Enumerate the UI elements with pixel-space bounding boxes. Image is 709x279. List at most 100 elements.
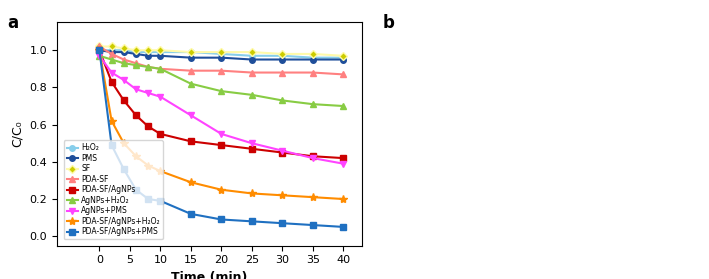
AgNPs+PMS xyxy=(278,149,286,152)
H₂O₂ xyxy=(217,52,225,56)
SF xyxy=(95,45,104,48)
H₂O₂ xyxy=(107,49,116,52)
PDA-SF xyxy=(308,71,317,74)
AgNPs+H₂O₂ xyxy=(339,104,347,108)
PDA-SF/AgNPs xyxy=(107,80,116,83)
PDA-SF/AgNPs xyxy=(217,143,225,147)
PDA-SF/AgNPs xyxy=(120,99,128,102)
PDA-SF/AgNPs xyxy=(308,155,317,158)
AgNPs+H₂O₂ xyxy=(217,90,225,93)
PDA-SF/AgNPs+PMS xyxy=(278,222,286,225)
SF xyxy=(339,54,347,57)
AgNPs+H₂O₂ xyxy=(144,65,152,69)
PDA-SF/AgNPs xyxy=(339,157,347,160)
SF xyxy=(156,49,164,52)
SF xyxy=(308,52,317,56)
AgNPs+H₂O₂ xyxy=(107,58,116,61)
PDA-SF/AgNPs+PMS xyxy=(308,223,317,227)
AgNPs+H₂O₂ xyxy=(247,93,256,97)
AgNPs+PMS xyxy=(107,71,116,74)
PDA-SF xyxy=(217,69,225,72)
SF xyxy=(120,47,128,50)
PDA-SF/AgNPs+PMS xyxy=(156,199,164,203)
Text: b: b xyxy=(383,14,395,32)
Line: PDA-SF/AgNPs: PDA-SF/AgNPs xyxy=(96,47,346,161)
AgNPs+H₂O₂ xyxy=(132,63,140,67)
PDA-SF/AgNPs+H₂O₂ xyxy=(247,192,256,195)
H₂O₂ xyxy=(308,56,317,59)
AgNPs+PMS xyxy=(308,157,317,160)
PDA-SF xyxy=(120,58,128,61)
AgNPs+PMS xyxy=(186,114,195,117)
PDA-SF xyxy=(132,62,140,65)
SF xyxy=(217,50,225,54)
H₂O₂ xyxy=(120,49,128,52)
Line: PDA-SF/AgNPs+PMS: PDA-SF/AgNPs+PMS xyxy=(96,47,346,230)
PDA-SF/AgNPs+PMS xyxy=(217,218,225,221)
PDA-SF/AgNPs+PMS xyxy=(186,212,195,216)
Line: PDA-SF/AgNPs+H₂O₂: PDA-SF/AgNPs+H₂O₂ xyxy=(95,46,347,203)
AgNPs+H₂O₂ xyxy=(156,67,164,71)
PDA-SF/AgNPs xyxy=(186,140,195,143)
PDA-SF/AgNPs+H₂O₂ xyxy=(308,196,317,199)
PDA-SF/AgNPs xyxy=(247,147,256,150)
PDA-SF xyxy=(339,73,347,76)
Line: H₂O₂: H₂O₂ xyxy=(96,47,346,61)
PDA-SF/AgNPs+PMS xyxy=(339,225,347,229)
AgNPs+H₂O₂ xyxy=(186,82,195,85)
Line: AgNPs+H₂O₂: AgNPs+H₂O₂ xyxy=(96,53,346,109)
X-axis label: Time (min): Time (min) xyxy=(171,271,247,279)
PDA-SF xyxy=(144,65,152,69)
PMS xyxy=(107,50,116,54)
SF xyxy=(278,52,286,56)
PMS xyxy=(217,56,225,59)
Line: SF: SF xyxy=(96,44,346,59)
PDA-SF/AgNPs+H₂O₂ xyxy=(95,49,104,52)
PDA-SF xyxy=(156,67,164,71)
H₂O₂ xyxy=(247,54,256,57)
PMS xyxy=(278,58,286,61)
PDA-SF/AgNPs+H₂O₂ xyxy=(339,197,347,201)
PDA-SF/AgNPs+PMS xyxy=(120,168,128,171)
PDA-SF/AgNPs xyxy=(144,125,152,128)
PDA-SF/AgNPs+PMS xyxy=(144,197,152,201)
SF xyxy=(247,50,256,54)
PDA-SF/AgNPs xyxy=(132,114,140,117)
PDA-SF/AgNPs+H₂O₂ xyxy=(144,164,152,167)
SF xyxy=(107,45,116,48)
H₂O₂ xyxy=(144,50,152,54)
PDA-SF xyxy=(247,71,256,74)
Line: PMS: PMS xyxy=(96,47,346,62)
PMS xyxy=(156,54,164,57)
PDA-SF/AgNPs xyxy=(95,49,104,52)
AgNPs+PMS xyxy=(217,132,225,136)
PMS xyxy=(132,52,140,56)
SF xyxy=(144,49,152,52)
Line: PDA-SF: PDA-SF xyxy=(96,44,346,77)
AgNPs+PMS xyxy=(144,91,152,95)
H₂O₂ xyxy=(156,50,164,54)
H₂O₂ xyxy=(132,50,140,54)
Text: a: a xyxy=(7,14,18,32)
H₂O₂ xyxy=(278,54,286,57)
PDA-SF/AgNPs+H₂O₂ xyxy=(186,181,195,184)
PDA-SF/AgNPs+H₂O₂ xyxy=(107,119,116,122)
AgNPs+PMS xyxy=(156,95,164,98)
AgNPs+PMS xyxy=(132,88,140,91)
H₂O₂ xyxy=(95,49,104,52)
PDA-SF/AgNPs+PMS xyxy=(95,49,104,52)
PDA-SF/AgNPs xyxy=(278,151,286,154)
AgNPs+PMS xyxy=(339,162,347,165)
Legend: H₂O₂, PMS, SF, PDA-SF, PDA-SF/AgNPs, AgNPs+H₂O₂, AgNPs+PMS, PDA-SF/AgNPs+H₂O₂, P: H₂O₂, PMS, SF, PDA-SF, PDA-SF/AgNPs, AgN… xyxy=(64,140,163,239)
PDA-SF/AgNPs+H₂O₂ xyxy=(156,169,164,173)
PDA-SF/AgNPs+H₂O₂ xyxy=(120,141,128,145)
PMS xyxy=(95,49,104,52)
PDA-SF xyxy=(95,45,104,48)
PDA-SF/AgNPs xyxy=(156,132,164,136)
PDA-SF xyxy=(278,71,286,74)
AgNPs+H₂O₂ xyxy=(120,62,128,65)
PMS xyxy=(144,54,152,57)
H₂O₂ xyxy=(186,50,195,54)
PDA-SF xyxy=(107,52,116,56)
PDA-SF/AgNPs+PMS xyxy=(107,143,116,147)
